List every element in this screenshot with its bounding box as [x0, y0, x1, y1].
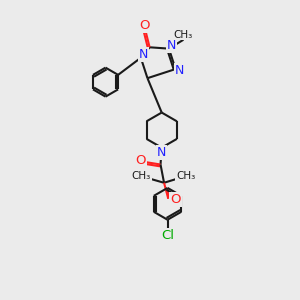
Text: O: O [170, 193, 181, 206]
Text: N: N [167, 39, 176, 52]
Text: CH₃: CH₃ [174, 30, 193, 40]
Text: Cl: Cl [161, 229, 174, 242]
Text: N: N [157, 146, 166, 159]
Text: O: O [139, 19, 149, 32]
Text: N: N [175, 64, 184, 77]
Text: O: O [136, 154, 146, 167]
Text: N: N [139, 49, 148, 62]
Text: CH₃: CH₃ [131, 171, 151, 181]
Text: CH₃: CH₃ [176, 171, 195, 181]
